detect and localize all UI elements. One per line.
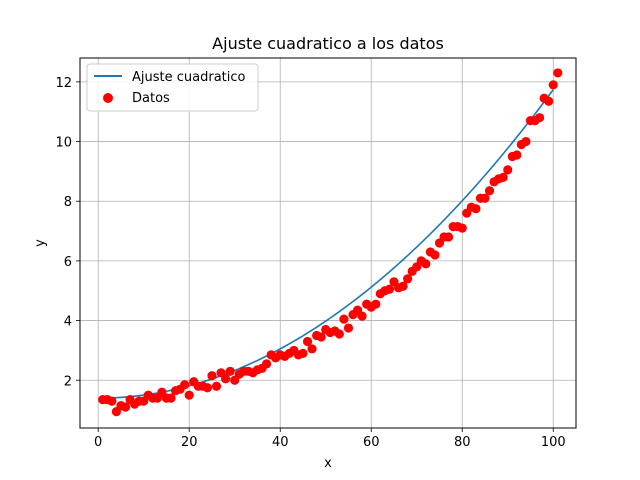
data-point <box>371 299 381 309</box>
data-point <box>211 381 222 391</box>
data-point <box>430 250 440 260</box>
y-tick-label: 8 <box>64 195 72 210</box>
data-point <box>120 402 131 412</box>
data-point <box>207 371 217 381</box>
data-point <box>357 311 367 321</box>
data-point <box>261 359 272 369</box>
data-point <box>512 150 522 160</box>
legend-box <box>86 63 259 112</box>
data-point <box>544 96 554 106</box>
data-point <box>535 113 545 123</box>
y-tick-label: 10 <box>55 136 72 151</box>
y-tick-label: 4 <box>64 315 72 330</box>
data-point <box>343 323 354 333</box>
data-point <box>221 374 231 384</box>
chart-title: Ajuste cuadratico a los datos <box>212 34 444 53</box>
fit-line-layer <box>102 89 554 399</box>
data-point <box>521 136 531 147</box>
y-axis-label: y <box>33 239 48 247</box>
legend-label-data: Datos <box>132 91 170 106</box>
data-point <box>503 165 513 175</box>
plot-frame <box>79 57 577 429</box>
data-point <box>302 336 313 347</box>
data-point <box>480 193 490 203</box>
data-point <box>403 274 413 284</box>
x-tick-label: 40 <box>272 435 289 450</box>
data-point <box>421 259 431 269</box>
y-tick-label: 6 <box>64 255 72 270</box>
data-point <box>553 68 563 78</box>
x-ticks: 0 20 40 60 80 100 <box>94 428 566 450</box>
grid <box>80 58 576 428</box>
data-point <box>548 80 558 90</box>
data-point <box>443 232 454 242</box>
x-tick-label: 60 <box>363 435 380 450</box>
data-point <box>334 329 344 339</box>
data-point <box>384 284 395 294</box>
y-tick-label: 12 <box>55 76 72 91</box>
data-point <box>498 172 508 182</box>
data-point <box>316 332 326 342</box>
data-point <box>225 366 235 376</box>
data-point <box>398 281 408 291</box>
legend: Ajuste cuadratico Datos <box>86 63 259 112</box>
x-tick-label: 80 <box>454 435 471 450</box>
x-axis-label: x <box>324 456 332 471</box>
data-point <box>484 186 495 196</box>
data-point <box>180 380 190 390</box>
legend-marker-swatch <box>103 93 113 103</box>
legend-label-fit: Ajuste cuadratico <box>132 70 246 85</box>
data-point <box>107 396 117 406</box>
data-point <box>298 348 308 358</box>
data-points-layer <box>98 68 563 417</box>
data-point <box>184 390 194 400</box>
y-tick-label: 2 <box>64 374 72 389</box>
x-tick-label: 100 <box>541 435 566 450</box>
data-point <box>166 393 176 403</box>
data-point <box>457 223 467 233</box>
data-point <box>471 204 481 214</box>
x-tick-label: 0 <box>94 435 102 450</box>
data-point <box>339 314 349 324</box>
y-ticks: 2 4 6 8 10 12 <box>55 76 80 389</box>
data-point <box>307 344 317 354</box>
data-point <box>202 383 213 393</box>
x-tick-label: 20 <box>181 435 198 450</box>
fit-line <box>102 89 554 399</box>
